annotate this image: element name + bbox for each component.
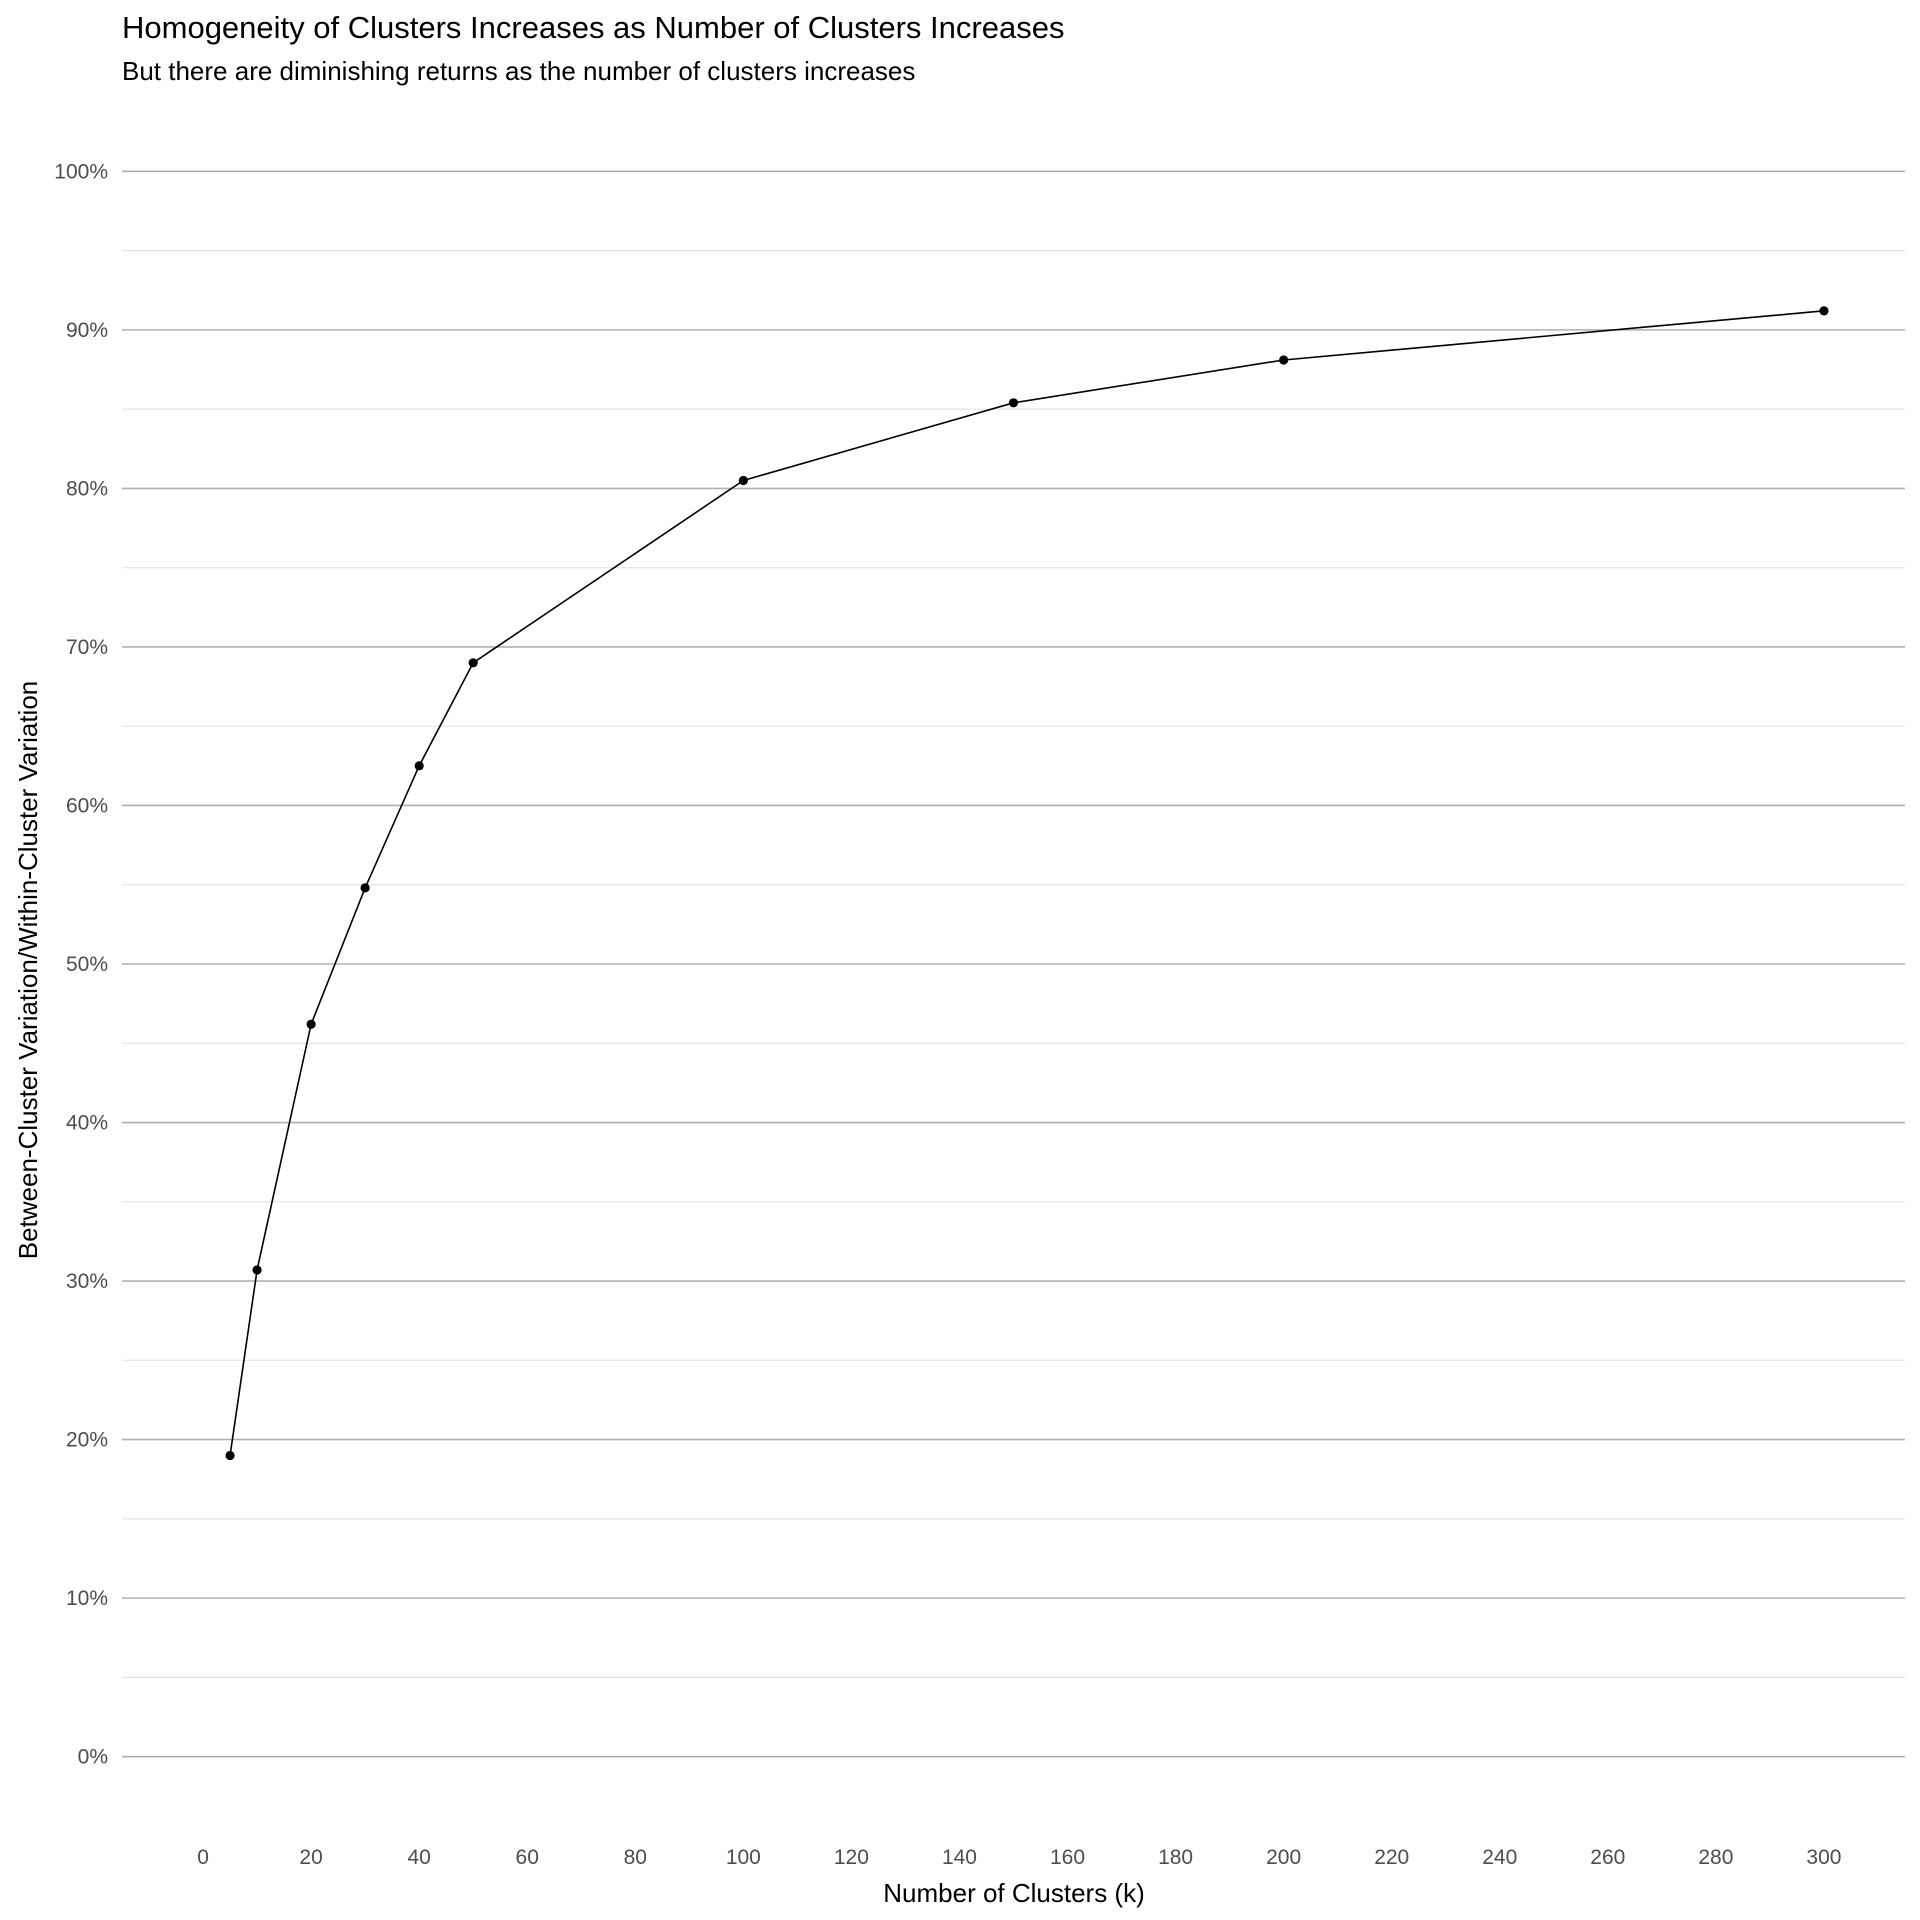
y-tick-label: 90% [66,319,108,342]
y-tick-label: 0% [78,1746,108,1769]
x-tick-label: 80 [624,1846,647,1869]
data-point [225,1450,235,1461]
x-tick-label: 160 [1050,1846,1085,1869]
y-axis-title: Between-Cluster Variation/Within-Cluster… [13,681,43,1260]
y-tick-label: 20% [66,1429,108,1452]
data-point [1008,398,1019,408]
gridlines [122,170,1905,1758]
series-line [229,310,1825,1456]
y-tick-label: 40% [66,1112,108,1135]
x-tick-label: 300 [1806,1846,1841,1869]
x-tick-label: 260 [1590,1846,1625,1869]
data-point [306,1019,316,1029]
x-tick-label: 140 [942,1846,977,1869]
chart-subtitle: But there are diminishing returns as the… [122,56,916,86]
data-point [360,883,370,893]
y-axis-tick-labels: 0% 10% 20% 30% 40% 50% 60% 70% 80% 90% 100% [54,160,108,1768]
data-point [468,658,478,668]
y-tick-label: 30% [66,1270,108,1293]
y-tick-label: 50% [66,953,108,976]
x-tick-label: 220 [1374,1846,1409,1869]
x-tick-label: 180 [1158,1846,1193,1869]
y-tick-label: 10% [66,1587,108,1610]
x-tick-label: 240 [1482,1846,1517,1869]
chart-title: Homogeneity of Clusters Increases as Num… [122,10,1065,45]
x-tick-label: 40 [407,1846,430,1869]
x-tick-label: 0 [197,1846,209,1869]
data-point [738,475,748,486]
data-point [1279,355,1289,365]
data-point [1819,306,1829,316]
y-tick-label: 100% [54,160,108,183]
x-tick-label: 60 [516,1846,539,1869]
y-tick-label: 70% [66,636,108,659]
x-tick-label: 100 [726,1846,761,1869]
y-tick-label: 60% [66,794,108,817]
x-tick-label: 120 [834,1846,869,1869]
x-axis-title: Number of Clusters (k) [883,1878,1145,1908]
y-tick-label: 80% [66,477,108,500]
x-tick-label: 280 [1698,1846,1733,1869]
data-point [252,1265,262,1275]
x-tick-label: 20 [299,1846,322,1869]
data-point [414,761,424,771]
x-tick-label: 200 [1266,1846,1301,1869]
series-layer [225,306,1829,1461]
x-axis-tick-labels: 0 20 40 60 80 100 120 140 160 180 200 220 240 260 280 3… [197,1846,1841,1869]
